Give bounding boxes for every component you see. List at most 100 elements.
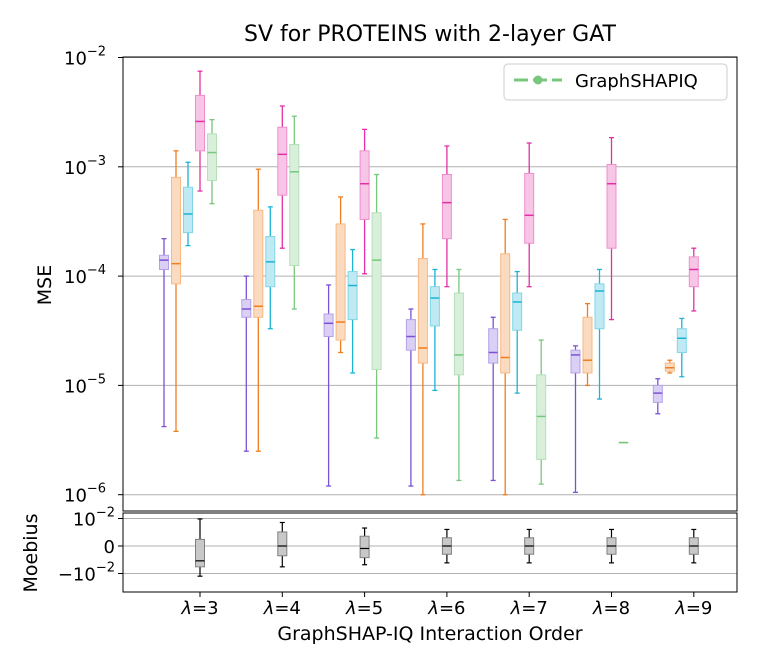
box-orange-5 <box>582 302 593 387</box>
box-magenta-4 <box>524 142 535 288</box>
box-magenta-0 <box>195 70 205 192</box>
box-cyan-1 <box>265 206 276 330</box>
moebius-gridlines <box>123 518 737 574</box>
x-tick-label: λ=7 <box>510 598 548 619</box>
box-body <box>582 316 593 374</box>
box-cyan-2 <box>347 248 358 374</box>
box-body <box>570 349 581 374</box>
box-body <box>512 292 523 331</box>
box-body <box>441 174 452 240</box>
box-cyan-0 <box>183 161 193 247</box>
box-orange-0 <box>171 150 181 432</box>
moebius-box-body <box>277 531 288 557</box>
moebius-box-1 <box>277 521 288 568</box>
box-body <box>347 271 358 321</box>
box-cyan-4 <box>512 270 523 394</box>
series-cyan <box>183 161 687 400</box>
x-tick-label: λ=8 <box>592 598 630 619</box>
main-plot-frame <box>122 56 738 512</box>
box-green-4 <box>536 339 547 485</box>
box-green-2 <box>371 173 382 439</box>
x-tick-label: λ=4 <box>263 598 301 619</box>
chart-title: SV for PROTEINS with 2-layer GAT <box>244 22 617 47</box>
box-body <box>359 150 370 220</box>
series-orange <box>171 150 675 496</box>
box-body <box>171 176 181 285</box>
box-purple-4 <box>488 316 499 482</box>
box-body <box>335 223 346 341</box>
box-body <box>524 172 535 244</box>
box-green-0 <box>207 119 217 205</box>
box-purple-5 <box>570 345 581 494</box>
main-y-tick-label: 10−4 <box>64 263 106 288</box>
box-body <box>277 126 288 196</box>
box-body <box>405 319 416 351</box>
box-orange-2 <box>335 196 346 354</box>
x-tick-label: λ=5 <box>345 598 383 619</box>
box-orange-3 <box>417 223 428 496</box>
x-axis: λ=3 λ=4 λ=5 λ=6 λ=7 λ=8 λ=9 <box>180 592 712 619</box>
moebius-box-0 <box>195 518 205 577</box>
box-body <box>417 257 428 364</box>
box-body <box>652 384 663 403</box>
box-purple-6 <box>652 378 663 415</box>
moebius-y-tick-label: 10−2 <box>73 506 115 531</box>
box-body <box>183 186 193 234</box>
box-magenta-6 <box>688 247 699 312</box>
box-purple-1 <box>241 275 252 452</box>
box-body <box>688 256 699 288</box>
moebius-box-body <box>195 538 205 568</box>
x-tick-label: λ=6 <box>427 598 465 619</box>
moebius-plot-frame <box>122 512 738 593</box>
box-body <box>371 212 382 370</box>
box-body <box>594 283 605 330</box>
legend-frame <box>503 63 728 101</box>
box-body <box>323 313 334 338</box>
box-body <box>207 133 217 181</box>
box-green-3 <box>453 268 464 482</box>
box-body <box>453 292 464 376</box>
main-y-tick-label: 10−6 <box>64 482 106 507</box>
series-green <box>207 115 629 485</box>
main-y-axis: 10−2 10−3 10−4 10−5 10−6 <box>64 45 123 507</box>
box-body <box>289 143 300 267</box>
box-body <box>606 163 617 249</box>
moebius-box-plots <box>195 518 699 577</box>
moebius-y-tick-label: 0 <box>104 537 115 558</box>
box-magenta-5 <box>606 136 617 321</box>
box-orange-1 <box>253 168 264 452</box>
box-cyan-6 <box>676 317 687 378</box>
box-cyan-5 <box>594 268 605 400</box>
box-green-5 <box>618 441 629 444</box>
series-purple <box>159 238 663 494</box>
main-y-tick-label: 10−2 <box>64 45 106 70</box>
moebius-box-4 <box>524 528 535 564</box>
x-axis-label: GraphSHAP-IQ Interaction Order <box>277 623 582 645</box>
box-cyan-3 <box>429 268 440 392</box>
main-box-plots <box>159 70 699 496</box>
main-y-tick-label: 10−3 <box>64 154 106 179</box>
box-orange-4 <box>500 218 511 496</box>
box-magenta-2 <box>359 128 370 275</box>
x-tick-label: λ=3 <box>180 598 218 619</box>
box-magenta-3 <box>441 145 452 288</box>
box-orange-6 <box>664 359 675 374</box>
x-tick-label: λ=9 <box>674 598 712 619</box>
moebius-box-5 <box>606 528 617 564</box>
box-body <box>488 328 499 364</box>
box-body <box>195 94 205 152</box>
box-purple-2 <box>323 284 334 487</box>
moebius-box-6 <box>688 528 699 564</box>
box-body <box>676 328 687 353</box>
moebius-box-2 <box>359 527 370 566</box>
box-purple-0 <box>159 238 169 428</box>
moebius-box-body <box>359 535 370 559</box>
legend-marker <box>533 75 543 85</box>
moebius-y-tick-label: −10−2 <box>58 561 115 586</box>
box-green-1 <box>289 115 300 310</box>
main-y-axis-label: MSE <box>34 265 56 305</box>
main-y-tick-label: 10−5 <box>64 372 106 397</box>
series-magenta <box>195 70 699 321</box>
box-body <box>159 254 169 270</box>
